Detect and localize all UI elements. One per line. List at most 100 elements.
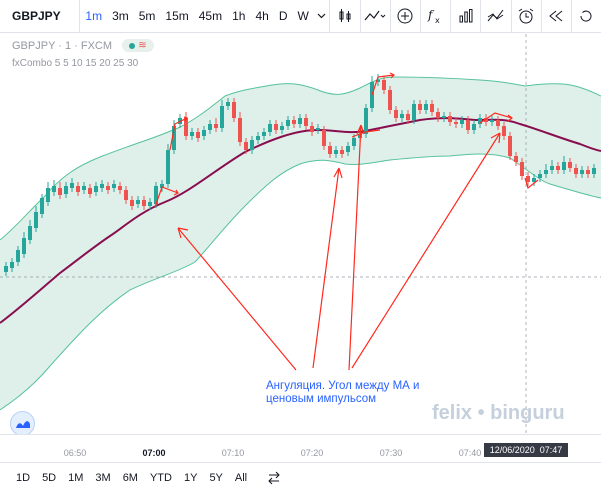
range-1Y[interactable]: 1Y <box>183 472 198 484</box>
watermark: felix • binguru <box>432 402 565 424</box>
candle-body <box>556 166 560 170</box>
candle-body <box>328 146 332 154</box>
candle-body <box>274 124 278 130</box>
cursor-date: 12/06/2020 <box>489 445 535 455</box>
candle-body <box>430 104 434 112</box>
range-5Y[interactable]: 5Y <box>209 472 223 484</box>
candle-body <box>502 126 506 136</box>
rewind-icon[interactable] <box>540 0 571 33</box>
candle-body <box>16 250 20 262</box>
candle-body <box>172 126 176 150</box>
range-5D[interactable]: 5D <box>42 472 57 484</box>
candle-body <box>124 190 128 200</box>
candles-icon[interactable] <box>329 0 359 33</box>
market-status-badge[interactable]: ≋ <box>122 39 154 52</box>
symbol-search[interactable]: GBPJPY <box>0 0 81 33</box>
candle-body <box>214 124 218 128</box>
candle-body <box>460 120 464 124</box>
candle-body <box>40 198 44 214</box>
bollinger-band-fill <box>0 77 601 410</box>
tf-15m[interactable]: 15m <box>165 8 189 23</box>
arrow-to-candle-4 <box>351 132 501 369</box>
candle-body <box>22 238 26 254</box>
range-6M[interactable]: 6M <box>122 472 138 484</box>
range-3M[interactable]: 3M <box>95 472 111 484</box>
candle-body <box>346 146 350 152</box>
tf-45m[interactable]: 45m <box>198 8 223 23</box>
annotation-line-2: ценовым импульсом <box>266 393 377 405</box>
arrow-to-candle-2 <box>312 167 343 369</box>
candle-body <box>76 186 80 192</box>
candle-body <box>406 114 410 120</box>
candle-body <box>268 124 272 132</box>
candle-body <box>568 162 572 168</box>
candle-body <box>220 106 224 128</box>
candle-body <box>58 188 62 195</box>
time-label: 07:30 <box>379 448 403 458</box>
candle-body <box>136 200 140 204</box>
tf-4h[interactable]: 4h <box>255 8 269 23</box>
candle-body <box>586 170 590 174</box>
chart-pane[interactable]: GBPJPY · 1 · FXCM ≋ fxCombo 5 5 10 15 20… <box>0 34 601 434</box>
arrow-short-3 <box>371 72 396 96</box>
chevron-down-icon[interactable] <box>314 0 330 33</box>
range-1M[interactable]: 1M <box>68 472 84 484</box>
tf-D[interactable]: D <box>278 8 288 23</box>
candle-body <box>376 80 380 82</box>
replay-icon[interactable] <box>570 0 601 33</box>
status-dot-icon <box>129 42 136 49</box>
financials-icon[interactable] <box>450 0 480 33</box>
annotation-text: Ангуляция. Угол между МА и ценовым импул… <box>266 380 466 406</box>
candle-body <box>196 132 200 138</box>
range-YTD[interactable]: YTD <box>149 472 172 484</box>
candle-body <box>286 120 290 126</box>
candle-body <box>412 104 416 120</box>
alert-icon[interactable] <box>510 0 541 33</box>
bollinger-upper-band <box>0 76 601 241</box>
tf-1h[interactable]: 1h <box>232 8 246 23</box>
candle-body <box>94 186 98 192</box>
candle-body <box>400 114 404 118</box>
candle-body <box>190 132 194 136</box>
candle-body <box>490 120 494 122</box>
candle-body <box>484 118 488 122</box>
candle-body <box>202 130 206 136</box>
date-range-icon[interactable] <box>267 471 281 485</box>
tf-5m[interactable]: 5m <box>138 8 156 23</box>
tradingview-logo-icon[interactable] <box>10 411 35 434</box>
candle-body <box>334 150 338 154</box>
compare-icon[interactable] <box>480 0 510 33</box>
candle-body <box>340 150 344 154</box>
candle-body <box>514 156 518 162</box>
candle-body <box>496 120 500 126</box>
tf-1m[interactable]: 1m <box>85 8 103 23</box>
price-chart[interactable] <box>0 34 601 434</box>
arrow-to-candle-3 <box>348 124 365 371</box>
tf-W[interactable]: W <box>297 8 309 23</box>
tf-3m[interactable]: 3m <box>112 8 129 23</box>
candle-body <box>532 178 536 182</box>
candlestick-series <box>4 74 596 276</box>
candle-body <box>34 212 38 228</box>
time-axis[interactable]: 06:50 07:00 07:10 07:20 07:30 07:40 <box>0 434 601 462</box>
range-All[interactable]: All <box>234 472 248 484</box>
moving-average-line <box>0 117 601 324</box>
add-icon[interactable] <box>389 0 420 33</box>
indicator-legend[interactable]: fxCombo 5 5 10 15 20 25 30 <box>12 58 139 69</box>
time-cursor-label: 12/06/2020 07:47 <box>484 443 568 457</box>
svg-text:f: f <box>427 8 435 22</box>
candle-body <box>388 90 392 110</box>
range-1D[interactable]: 1D <box>16 472 31 484</box>
annotation-arrows <box>154 72 539 371</box>
chart-legend-title: GBPJPY · 1 · FXCM <box>12 40 113 52</box>
line-style-icon[interactable] <box>359 0 390 33</box>
candle-body <box>574 168 578 174</box>
candle-body <box>70 183 74 188</box>
cursor-time: 07:47 <box>539 445 563 455</box>
candle-body <box>352 138 356 146</box>
arrow-short-4 <box>479 112 513 124</box>
candle-body <box>232 102 236 118</box>
candle-body <box>118 186 122 190</box>
